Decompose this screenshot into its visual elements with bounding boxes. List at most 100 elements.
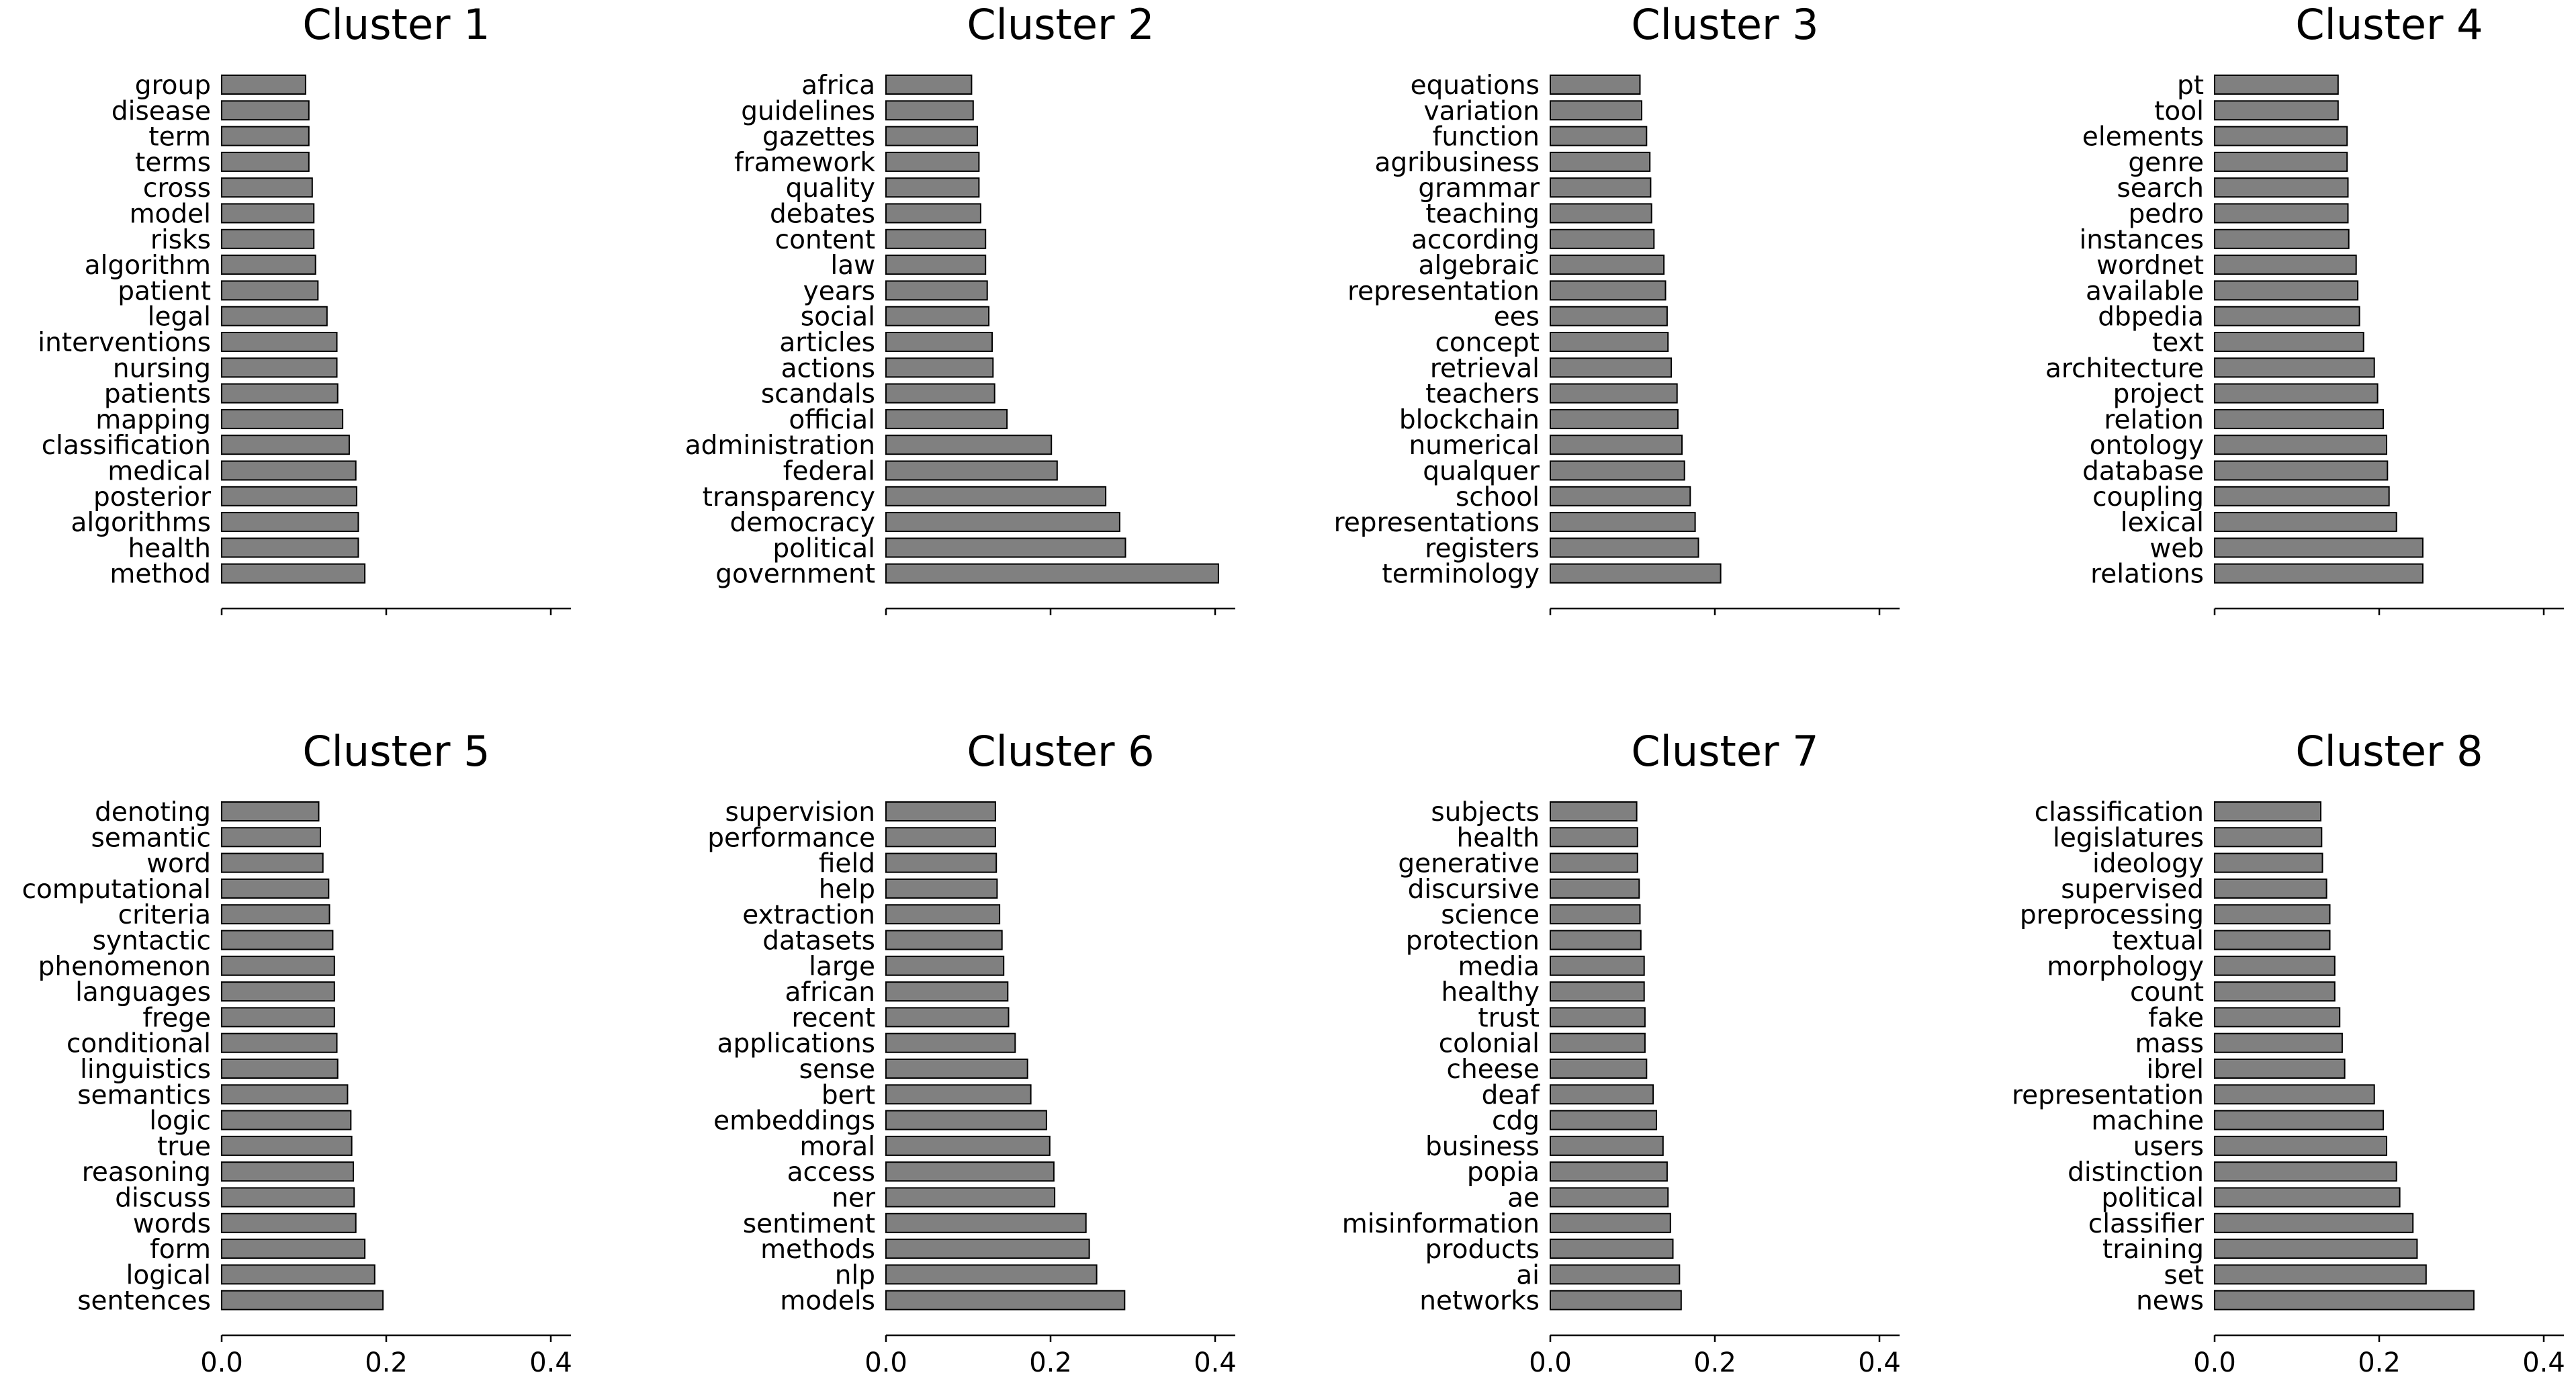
category-label: colonial [1439,1029,1540,1059]
bar [2214,1032,2343,1053]
category-label: training [2102,1235,2204,1265]
bar [2214,801,2321,821]
category-label: discuss [115,1184,211,1214]
chart-panel-2: Cluster 2 africaguidelinesgazettesframewo… [685,0,1235,615]
chart-title: Cluster 7 [1631,727,1818,776]
bar [2214,827,2323,848]
bar [2214,563,2424,584]
category-label: mapping [95,405,211,435]
bar [2214,1290,2475,1310]
bar [2214,228,2350,249]
category-label: form [150,1235,211,1265]
bar [221,537,359,558]
bar [1550,1007,1646,1028]
bar [1550,435,1683,455]
bar [221,408,344,429]
bar [1550,512,1696,533]
bar [885,306,990,326]
bar [2214,1161,2397,1182]
category-label: criteria [118,900,211,930]
category-label: patients [104,380,211,410]
x-tick-label: 0.2 [1029,1347,1072,1378]
bar [885,255,987,275]
category-label: ideology [2092,849,2204,879]
bar [221,852,324,873]
category-label: machine [2091,1106,2204,1136]
x-tick-label: 0.0 [1529,1347,1572,1378]
bar [1550,930,1642,950]
bar [221,904,330,925]
bar [1550,1212,1671,1233]
category-label: preprocessing [2020,900,2204,930]
bar [885,1135,1051,1156]
bar [2214,878,2327,899]
category-label: linguistics [80,1055,211,1085]
category-label: text [2152,328,2204,358]
bar [885,75,973,95]
category-label: generative [1398,849,1540,879]
chart-title: Cluster 4 [2295,0,2483,49]
category-label: web [2149,533,2204,564]
bar [1550,383,1678,404]
category-label: popia [1467,1157,1540,1188]
category-label: articles [779,328,875,358]
category-label: guidelines [741,96,875,126]
category-label: cheese [1447,1055,1540,1085]
bar [2214,306,2360,326]
bar [1550,306,1668,326]
category-label: terms [135,148,211,178]
category-label: representations [1334,508,1540,538]
bar [2214,904,2331,925]
bar [885,1239,1090,1259]
category-label: relation [2104,405,2204,435]
bar [2214,75,2339,95]
chart-title: Cluster 8 [2295,727,2483,776]
category-label: patient [118,276,211,306]
category-label: pedro [2128,199,2204,230]
bar [221,280,319,301]
category-label: semantic [91,823,212,853]
category-label: mass [2135,1029,2204,1059]
bar [221,1187,355,1208]
bar [1550,1135,1664,1156]
x-tick-label: 0.4 [1858,1347,1901,1378]
category-label: extraction [742,900,875,930]
category-label: supervised [2061,875,2204,905]
category-label: group [135,71,211,101]
bar [885,435,1053,455]
bar [221,203,315,224]
category-label: classification [2035,797,2204,828]
category-label: moral [799,1132,875,1162]
category-label: project [2113,380,2204,410]
category-label: cdg [1492,1106,1540,1136]
category-label: deaf [1482,1080,1541,1110]
bar [885,878,998,899]
category-label: true [157,1132,211,1162]
bar [885,930,1003,950]
bar [221,1264,375,1285]
x-tick-label: 0.0 [2193,1347,2236,1378]
category-label: conditional [66,1029,211,1059]
bar [885,1032,1016,1053]
category-label: administration [685,431,875,461]
category-label: health [128,533,211,564]
bar [885,1059,1028,1079]
category-label: instances [2079,225,2204,255]
bar [221,435,350,455]
bar [2214,435,2387,455]
category-label: disease [112,96,211,126]
category-label: nursing [113,353,211,384]
category-label: methods [760,1235,875,1265]
bar [1550,563,1722,584]
bar [2214,486,2390,506]
bar [885,408,1008,429]
bar [885,1212,1087,1233]
category-label: frege [142,1003,211,1033]
bar [2214,126,2348,146]
category-label: qualquer [1423,457,1540,487]
bar [1550,332,1669,352]
chart-panel-7: Cluster 7 subjectshealthgenerativediscurs… [1342,727,1901,1378]
category-label: access [787,1157,875,1188]
bar [2214,408,2385,429]
bar [885,383,995,404]
